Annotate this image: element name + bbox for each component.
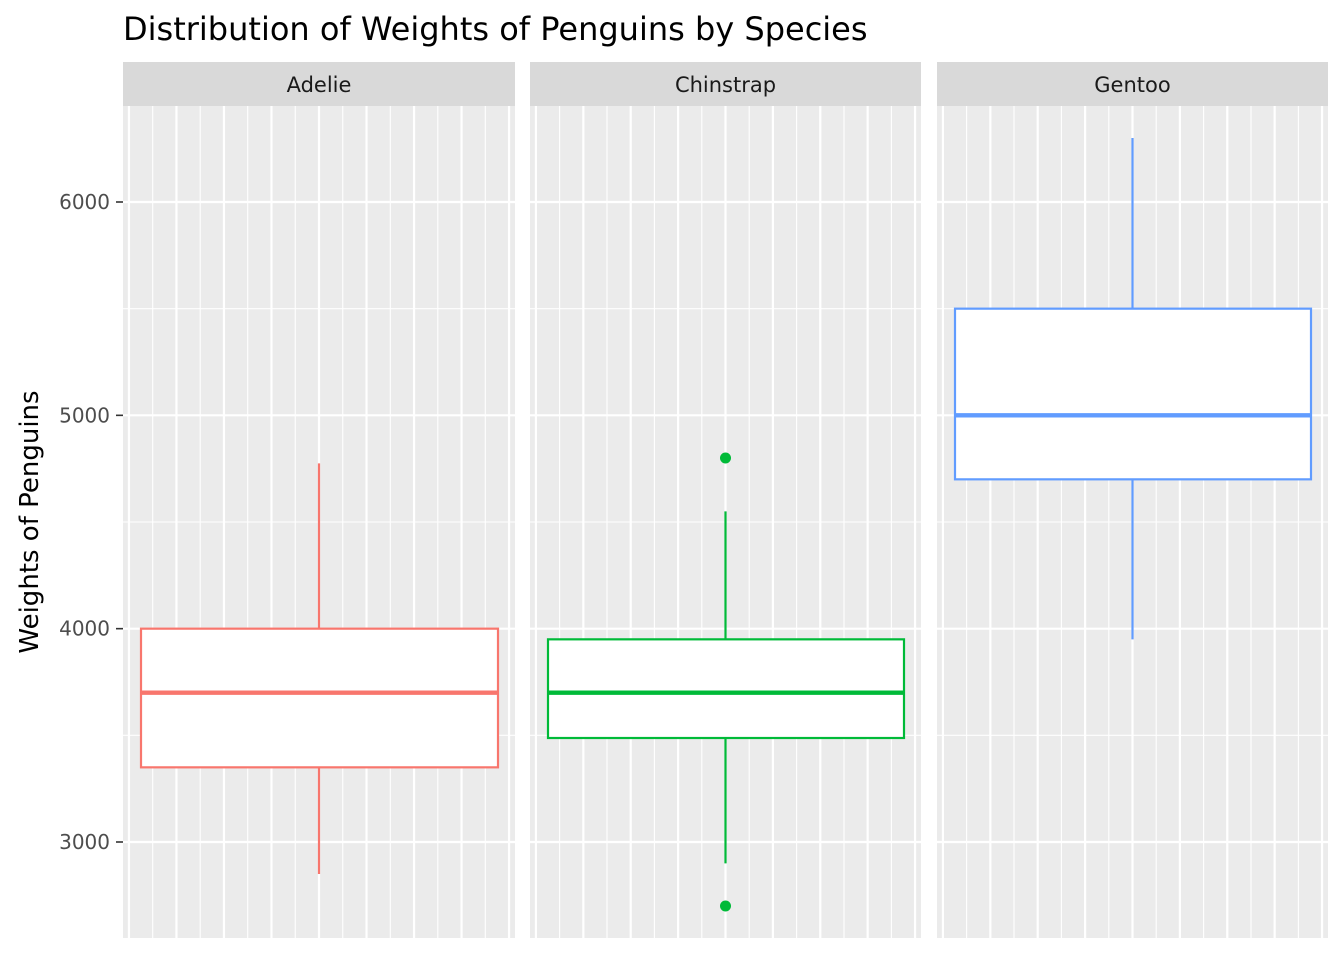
- facet-panel-adelie: Adelie: [123, 62, 515, 938]
- y-tick-label: 4000: [59, 617, 110, 641]
- facet-strip-label: Adelie: [287, 73, 352, 97]
- y-axis: 3000 4000 5000 6000: [59, 190, 123, 854]
- facet-strip-label: Gentoo: [1094, 73, 1170, 97]
- facet-strip-label: Chinstrap: [675, 73, 776, 97]
- outlier-point: [720, 900, 731, 912]
- box-iqr: [953, 307, 1313, 481]
- box-iqr: [139, 627, 500, 769]
- facet-strip: [530, 62, 921, 106]
- y-tick-label: 6000: [59, 190, 110, 214]
- facet-panel-gentoo: Gentoo: [937, 62, 1328, 938]
- chart-title: Distribution of Weights of Penguins by S…: [123, 10, 868, 48]
- facet-strip: [937, 62, 1328, 106]
- facet-panels: Adelie Chinstrap Gentoo: [123, 62, 1328, 938]
- outlier-point: [720, 452, 731, 464]
- y-tick-label: 3000: [59, 830, 110, 854]
- box-iqr: [546, 638, 906, 740]
- facet-strip: [123, 62, 515, 106]
- facet-panel-chinstrap: Chinstrap: [530, 62, 921, 938]
- y-axis-title: Weights of Penguins: [15, 390, 45, 653]
- y-tick-label: 5000: [59, 403, 110, 427]
